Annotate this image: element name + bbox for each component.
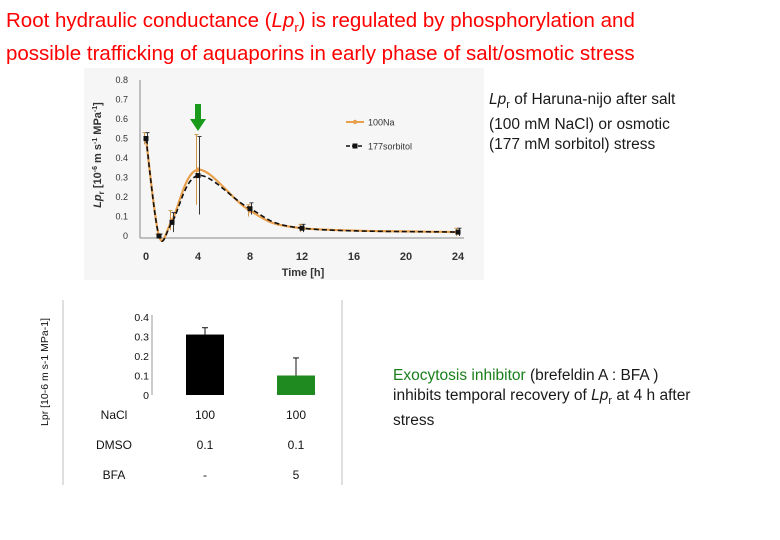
line-chart-x-label: Time [h] [282, 267, 325, 279]
line-chart-y-tick-label: 0.8 [115, 75, 128, 85]
page-title: Root hydraulic conductance (Lpr) is regu… [6, 8, 776, 67]
line-chart-x-tick-label: 20 [400, 251, 412, 263]
arrow-shaft [195, 104, 201, 120]
title-line-2: possible trafficking of aquaporins in ea… [6, 42, 635, 66]
caption2-lp: Lp [591, 387, 609, 404]
legend-marker [352, 119, 358, 125]
line-chart-y-tick-label: 0 [123, 231, 128, 241]
data-point [156, 233, 162, 239]
data-point [169, 219, 175, 225]
caption1-line2: (100 mM NaCl) or osmotic [489, 116, 670, 134]
line-chart-y-tick-label: 0.3 [115, 173, 128, 183]
line-chart-x-tick-label: 8 [247, 251, 253, 263]
line-chart-y-label-units: [10 [92, 172, 104, 191]
data-point [455, 229, 461, 235]
line-chart-x-tick-label: 0 [143, 251, 149, 263]
caption2-text2a: inhibits temporal recovery of [393, 387, 592, 404]
line-chart-background [84, 68, 484, 280]
bar-chart-caption: Exocytosis inhibitor (brefeldin A : BFA … [393, 366, 753, 431]
line-chart-caption: Lpr of Haruna-nijo after salt (100 mM Na… [489, 90, 749, 155]
legend-marker [352, 143, 358, 149]
line-chart-y-label-exp3: -1 [92, 106, 99, 112]
line-chart-x-tick-label: 4 [195, 251, 202, 263]
title-text: Root hydraulic conductance ( [6, 9, 272, 32]
title-line-1: Root hydraulic conductance (Lpr) is regu… [6, 8, 776, 41]
line-chart-y-tick-label: 0.7 [115, 95, 128, 105]
line-chart-y-label-exp2: -1 [92, 138, 99, 144]
title-lp-sub: r [294, 20, 299, 36]
line-chart-x-tick-label: 12 [296, 251, 308, 263]
data-point [143, 136, 149, 141]
line-chart-y-label-units2: m s [92, 144, 104, 166]
line-chart-series [142, 132, 462, 242]
title-text-end: ) is regulated by phosphorylation and [298, 9, 635, 32]
caption1-line3: (177 mM sorbitol) stress [489, 136, 656, 154]
caption2-lp-sub: r [608, 395, 613, 408]
caption2-line1: Exocytosis inhibitor (brefeldin A : BFA … [393, 366, 753, 386]
data-point [195, 173, 201, 179]
line-chart-y-tick-label: 0.2 [115, 192, 128, 202]
line-chart-x-tick-label: 24 [452, 251, 465, 263]
line-chart-axes: 0 0.1 0.2 0.3 0.4 0.5 0.6 0.7 0.8 0 4 8 12 16 20 24 [115, 75, 465, 263]
caption1-text1: of Haruna-nijo after salt [509, 91, 676, 108]
caption2-line3: stress [393, 412, 435, 430]
line-chart-y-tick-label: 0.4 [115, 153, 128, 163]
line-chart-y-tick-label: 0.5 [115, 134, 128, 144]
line-chart-y-label-sub: r [97, 191, 106, 194]
line-chart-y-label: Lpr [10-6 m s-1 MPa-1] [92, 102, 106, 208]
data-point [299, 225, 305, 231]
line-chart-x-tick-label: 16 [348, 251, 360, 263]
line-chart-y-label-lp: Lp [92, 194, 104, 208]
line-chart-legend: 100Na 177sorbitol [346, 118, 412, 152]
title-lp: Lp [271, 9, 295, 32]
caption2-text2b: at 4 h after [612, 387, 691, 404]
legend-label: 177sorbitol [368, 142, 412, 152]
line-chart-y-tick-label: 0.1 [115, 212, 128, 222]
arrow-head [190, 119, 206, 131]
caption2-line2: inhibits temporal recovery of Lpr at 4 h… [393, 386, 753, 411]
caption1-lp-sub: r [506, 99, 510, 112]
data-point [247, 206, 253, 212]
line-chart-y-tick-label: 0.6 [115, 114, 128, 124]
line-chart-y-label-exp1: -6 [92, 166, 99, 172]
line-chart-y-label-close: ] [92, 102, 104, 106]
caption2-green-text: Exocytosis inhibitor [393, 367, 526, 384]
line-chart-y-label-units3: MPa [92, 111, 104, 138]
legend-label: 100Na [368, 118, 395, 128]
caption1-line1: Lpr of Haruna-nijo after salt [489, 90, 749, 115]
caption1-lp: Lp [489, 91, 507, 108]
caption2-text1: (brefeldin A : BFA ) [525, 367, 659, 384]
